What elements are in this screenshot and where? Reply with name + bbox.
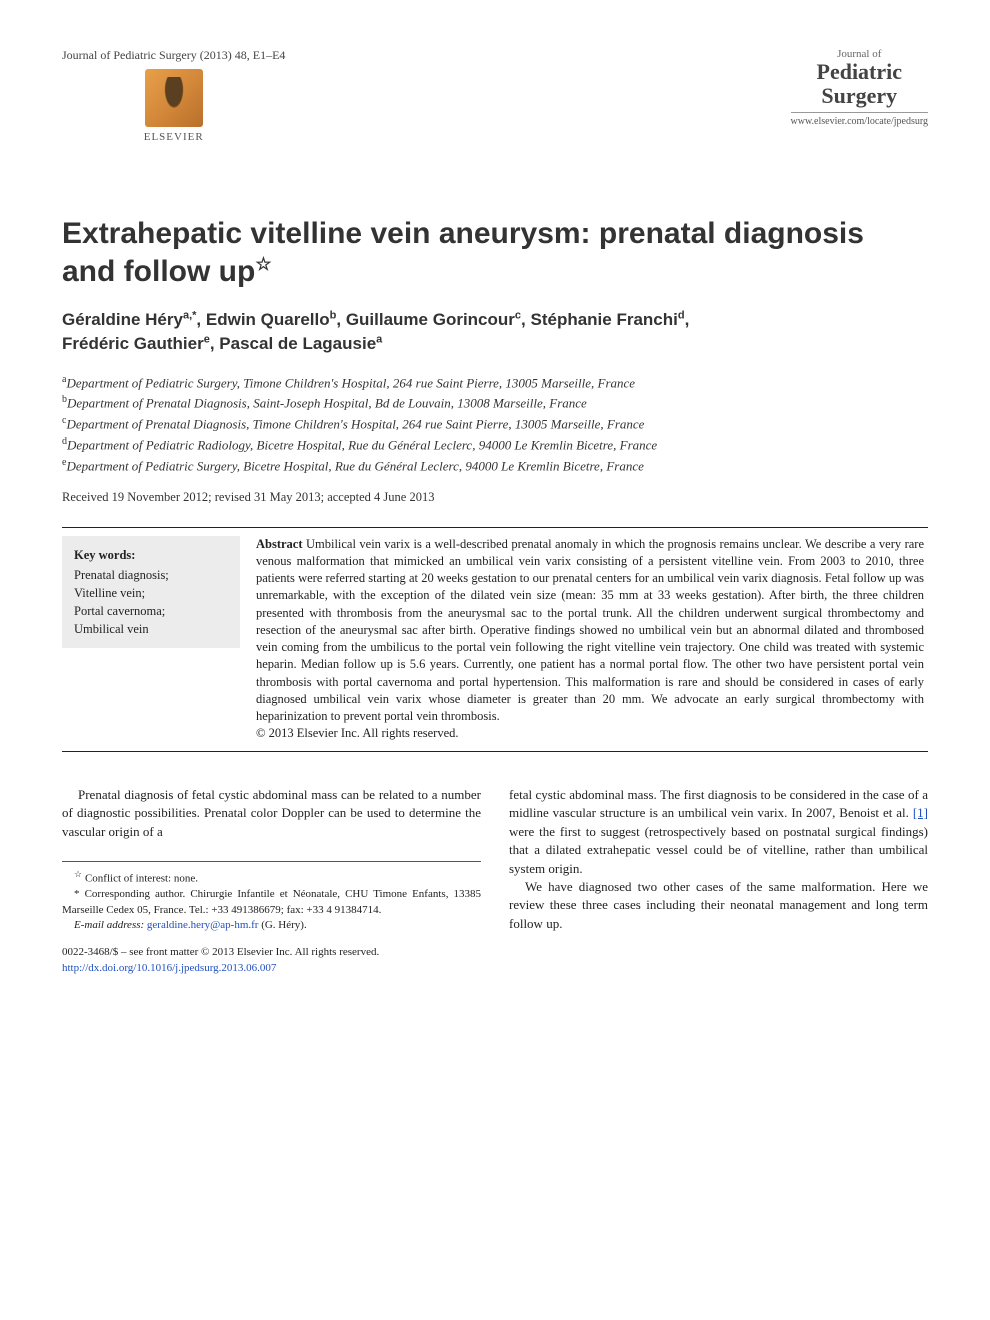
keyword-item: Umbilical vein <box>74 620 228 638</box>
affiliation-sup: d <box>62 436 67 447</box>
footnote-corresponding: * Corresponding author. Chirurgie Infant… <box>62 887 481 918</box>
title-star-icon: ☆ <box>255 254 271 274</box>
author-affil-sup: c <box>515 309 521 321</box>
abstract-body: Umbilical vein varix is a well-described… <box>256 537 924 724</box>
keywords-title: Key words: <box>74 546 228 564</box>
footnote-conflict: ☆ Conflict of interest: none. <box>62 868 481 887</box>
affiliation-line: cDepartment of Prenatal Diagnosis, Timon… <box>62 413 928 434</box>
abstract-copyright: © 2013 Elsevier Inc. All rights reserved… <box>256 726 459 740</box>
footnote-conflict-text: Conflict of interest: none. <box>85 873 198 885</box>
footnote-email: E-mail address: geraldine.hery@ap-hm.fr … <box>62 918 481 933</box>
issn-line: 0022-3468/$ – see front matter © 2013 El… <box>62 945 481 960</box>
ref-link-1[interactable]: [1] <box>913 805 928 820</box>
affiliation-sup: b <box>62 394 67 405</box>
journal-pediatric-text: Pediatric <box>791 60 928 84</box>
body-p2: fetal cystic abdominal mass. The first d… <box>509 786 928 878</box>
elsevier-logo: ELSEVIER <box>62 69 285 143</box>
title-line1: Extrahepatic vitelline vein aneurysm: pr… <box>62 217 864 250</box>
abstract-text-block: Abstract Umbilical vein varix is a well-… <box>240 528 928 751</box>
journal-surgery-text: Surgery <box>791 84 928 108</box>
footnote-email-label: E-mail address: <box>74 919 144 931</box>
keyword-item: Prenatal diagnosis; <box>74 566 228 584</box>
author-name: Stéphanie Franchi <box>530 310 677 329</box>
bottom-meta: 0022-3468/$ – see front matter © 2013 El… <box>62 945 481 976</box>
keywords-items: Prenatal diagnosis;Vitelline vein;Portal… <box>74 566 228 639</box>
keywords-box: Key words: Prenatal diagnosis;Vitelline … <box>62 536 240 649</box>
body-p1: Prenatal diagnosis of fetal cystic abdom… <box>62 786 481 841</box>
journal-title-box: Journal of Pediatric Surgery www.elsevie… <box>791 48 928 127</box>
author-affil-sup: b <box>330 309 337 321</box>
elsevier-label: ELSEVIER <box>144 131 204 143</box>
article-title: Extrahepatic vitelline vein aneurysm: pr… <box>62 215 928 290</box>
page-header: Journal of Pediatric Surgery (2013) 48, … <box>62 48 928 143</box>
affiliation-line: aDepartment of Pediatric Surgery, Timone… <box>62 372 928 393</box>
affiliation-line: eDepartment of Pediatric Surgery, Bicetr… <box>62 455 928 476</box>
footnote-email-link[interactable]: geraldine.hery@ap-hm.fr <box>147 919 259 931</box>
elsevier-tree-icon <box>145 69 203 127</box>
affiliation-sup: a <box>62 374 66 385</box>
affiliation-line: dDepartment of Pediatric Radiology, Bice… <box>62 434 928 455</box>
citation-text: Journal of Pediatric Surgery (2013) 48, … <box>62 48 285 63</box>
doi-link[interactable]: http://dx.doi.org/10.1016/j.jpedsurg.201… <box>62 962 276 974</box>
footnote-corresponding-text: Corresponding author. Chirurgie Infantil… <box>62 888 481 915</box>
affiliation-sup: c <box>62 415 66 426</box>
body-columns: Prenatal diagnosis of fetal cystic abdom… <box>62 786 928 976</box>
author-name: Guillaume Gorincour <box>346 310 515 329</box>
received-dates: Received 19 November 2012; revised 31 Ma… <box>62 490 928 505</box>
author-affil-sup: a <box>376 333 382 345</box>
abstract-label: Abstract <box>256 537 303 551</box>
author-name: Géraldine Héry <box>62 310 183 329</box>
author-affil-sup: e <box>204 333 210 345</box>
body-p2-a: fetal cystic abdominal mass. The first d… <box>509 787 928 820</box>
body-col-right: fetal cystic abdominal mass. The first d… <box>509 786 928 976</box>
author-affil-sup: d <box>678 309 685 321</box>
affiliations-block: aDepartment of Pediatric Surgery, Timone… <box>62 372 928 476</box>
journal-url: www.elsevier.com/locate/jpedsurg <box>791 112 928 127</box>
body-p2-b: were the first to suggest (retrospective… <box>509 824 928 876</box>
author-name: Pascal de Lagausie <box>219 334 376 353</box>
header-left: Journal of Pediatric Surgery (2013) 48, … <box>62 48 285 143</box>
authors-line: Géraldine Hérya,*, Edwin Quarellob, Guil… <box>62 308 928 356</box>
title-line2: and follow up <box>62 255 255 288</box>
keyword-item: Vitelline vein; <box>74 584 228 602</box>
abstract-section: Key words: Prenatal diagnosis;Vitelline … <box>62 527 928 752</box>
author-name: Frédéric Gauthier <box>62 334 204 353</box>
body-col-left: Prenatal diagnosis of fetal cystic abdom… <box>62 786 481 976</box>
footnote-email-author: (G. Héry). <box>261 919 307 931</box>
footnotes-block: ☆ Conflict of interest: none. * Correspo… <box>62 861 481 933</box>
author-name: Edwin Quarello <box>206 310 330 329</box>
affiliation-line: bDepartment of Prenatal Diagnosis, Saint… <box>62 392 928 413</box>
body-p3: We have diagnosed two other cases of the… <box>509 878 928 933</box>
author-affil-sup: a,* <box>183 309 196 321</box>
affiliation-sup: e <box>62 457 66 468</box>
keyword-item: Portal cavernoma; <box>74 602 228 620</box>
